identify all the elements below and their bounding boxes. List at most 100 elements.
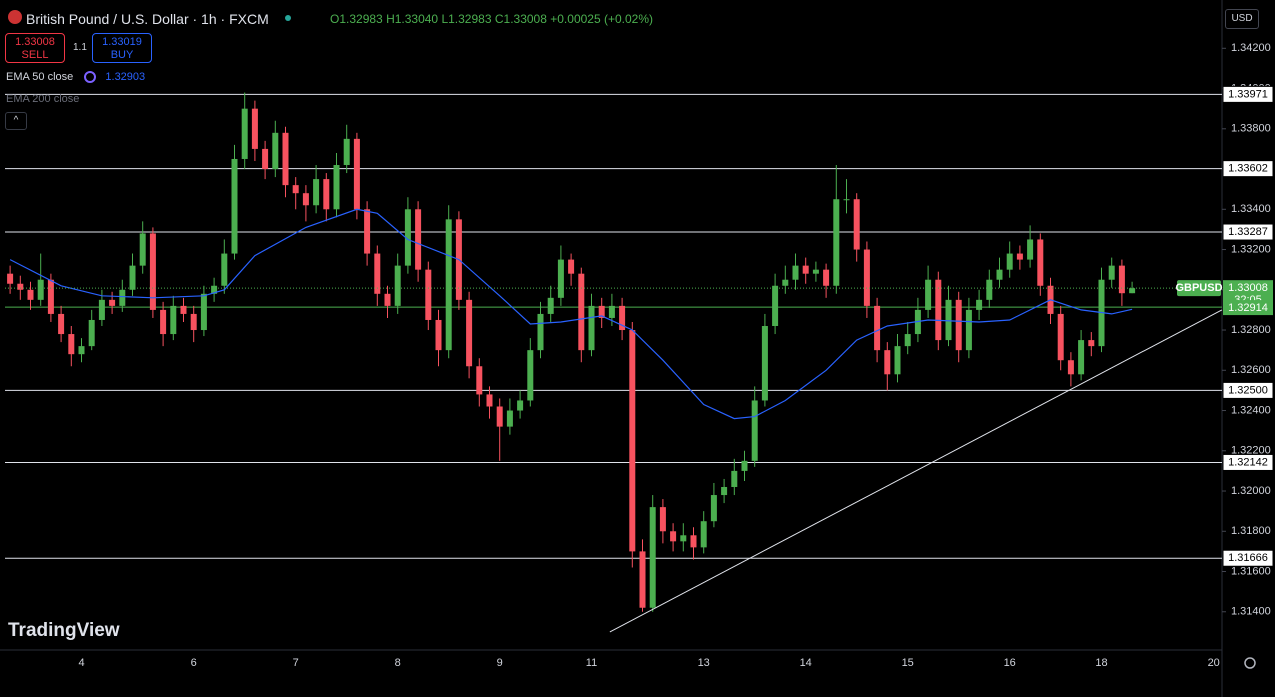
sell-button[interactable]: 1.33008 SELL [5, 33, 65, 63]
candle-body [1006, 253, 1013, 270]
candle-body [139, 233, 146, 266]
candle-body [180, 305, 187, 314]
x-tick-label: 11 [586, 657, 597, 669]
candle-body [364, 209, 371, 254]
x-tick-label: 4 [78, 657, 84, 669]
level-label: 1.33287 [1228, 226, 1268, 238]
buy-button[interactable]: 1.33019 BUY [92, 33, 152, 63]
candle-body [986, 279, 993, 300]
ema-icon [84, 71, 97, 84]
level-tag [1222, 85, 1274, 103]
candle-body [751, 400, 758, 461]
collapse-button[interactable]: ^ [5, 112, 27, 130]
candle-body [1088, 340, 1095, 347]
candle-body [904, 334, 911, 347]
candle-body [1118, 265, 1125, 294]
candle-body [435, 319, 442, 351]
candle-body [833, 199, 840, 286]
settings-icon[interactable] [1244, 657, 1256, 669]
x-tick-label: 18 [1095, 657, 1107, 669]
candle-body [670, 531, 677, 542]
candle-body [935, 279, 942, 341]
y-tick-label: 1.33400 [1231, 203, 1271, 215]
level-tag [1222, 381, 1274, 399]
last-price-label: 1.33008 [1228, 282, 1268, 294]
candle-body [404, 209, 411, 266]
flag-icon [8, 10, 22, 24]
x-tick-label: 9 [497, 657, 503, 669]
candle-body [629, 330, 636, 552]
candle-body [496, 406, 503, 427]
symbol-tag [1177, 280, 1221, 297]
candle-body [588, 305, 595, 351]
candle-body [578, 273, 585, 351]
candle-body [272, 132, 279, 170]
symbol-label: GBPUSD [1175, 282, 1222, 294]
level-label: 1.31666 [1228, 552, 1268, 564]
candle-body [1129, 288, 1136, 294]
x-tick-label: 14 [800, 657, 812, 669]
candle-body [313, 179, 320, 206]
ohlc-legend: O1.32983 H1.33040 L1.32983 C1.33008 +0.0… [330, 12, 653, 26]
candle-body [170, 305, 177, 335]
candle-body [772, 285, 779, 327]
candle-body [608, 305, 615, 318]
candle-body [976, 299, 983, 310]
candle-body [1037, 239, 1044, 286]
candle-body [221, 253, 228, 286]
level-label: 1.33971 [1228, 88, 1268, 100]
candle-body [874, 305, 881, 351]
candle-body [639, 551, 646, 608]
candle-body [323, 179, 330, 210]
ema-line [9, 208, 1133, 420]
sell-label: SELL [21, 49, 49, 61]
ema-price-label: 1.32914 [1228, 302, 1268, 314]
y-tick-label: 1.32400 [1231, 404, 1271, 416]
candle-body [843, 199, 850, 201]
candle-body [690, 535, 697, 548]
candle-body [598, 305, 605, 318]
ohlc-open: O1.32983 [330, 12, 383, 26]
y-tick-label: 1.31400 [1231, 606, 1271, 618]
candle-body [292, 185, 299, 194]
y-tick-label: 1.33200 [1231, 243, 1271, 255]
candle-body [302, 193, 309, 206]
candle-body [812, 269, 819, 274]
ohlc-close: C1.33008 [494, 12, 547, 26]
level-tag [1222, 453, 1274, 471]
candle-body [1057, 313, 1064, 361]
candle-body [557, 259, 564, 298]
candle-body [761, 326, 768, 401]
candle-body [394, 265, 401, 306]
candle-body [445, 219, 452, 351]
x-tick-label: 20 [1208, 657, 1220, 669]
candle-body [17, 283, 24, 290]
candle-body [894, 346, 901, 375]
ohlc-high: H1.33040 [386, 12, 439, 26]
level-tag [1222, 549, 1274, 567]
candle-body [782, 279, 789, 286]
candle-body [853, 199, 860, 250]
candle-body [231, 158, 238, 254]
y-tick-label: 1.33800 [1231, 123, 1271, 135]
y-tick-label: 1.34200 [1231, 42, 1271, 54]
candle-body [823, 269, 830, 286]
ema-price-tag [1223, 300, 1273, 316]
currency-selector[interactable]: USD [1225, 9, 1259, 29]
candle-body [251, 108, 258, 149]
candle-body [945, 299, 952, 341]
buy-label: BUY [110, 49, 134, 61]
candle-body [1016, 253, 1023, 260]
candle-body [547, 297, 554, 314]
y-tick-label: 1.32200 [1231, 445, 1271, 457]
buy-price: 1.33019 [102, 36, 142, 48]
candle-body [486, 394, 493, 407]
candle-body [415, 209, 422, 270]
candle-body [710, 495, 717, 522]
level-tag [1222, 223, 1274, 241]
candle-body [333, 165, 340, 210]
candle-body [241, 108, 248, 159]
level-label: 1.32142 [1228, 456, 1268, 468]
x-tick-label: 6 [191, 657, 197, 669]
candle-body [649, 507, 656, 608]
